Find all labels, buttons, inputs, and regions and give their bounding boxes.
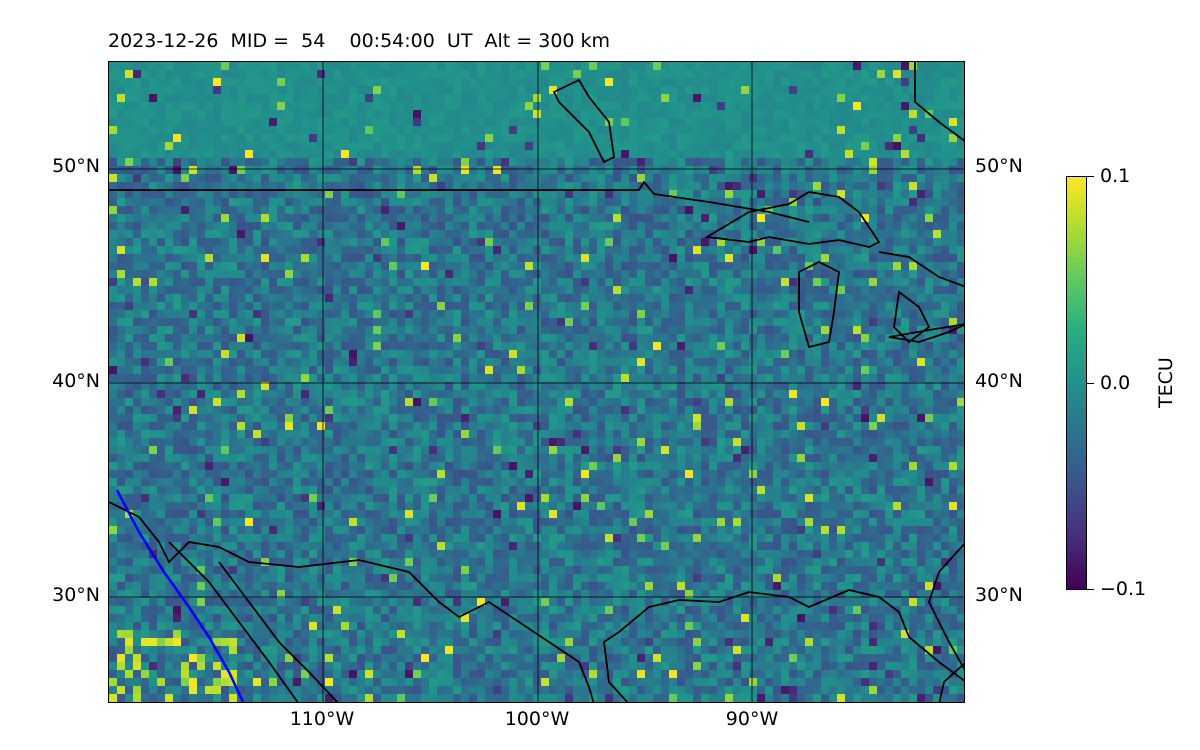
- lon-label-90w: 90°W: [725, 708, 779, 730]
- coastlines: [109, 62, 964, 702]
- colorbar-tick-mid: [1087, 383, 1094, 384]
- lat-label-left-50: 50°N: [52, 155, 100, 177]
- lon-label-100w: 100°W: [504, 708, 570, 730]
- colorbar-title: TECU: [1155, 357, 1177, 408]
- track-line: [115, 489, 245, 702]
- lon-label-110w: 110°W: [289, 708, 355, 730]
- tec-map: [108, 61, 965, 703]
- map-title: 2023-12-26 MID = 54 00:54:00 UT Alt = 30…: [108, 30, 611, 52]
- lat-label-right-40: 40°N: [975, 370, 1023, 392]
- tec-map-canvas: [109, 62, 964, 702]
- lat-label-left-40: 40°N: [52, 370, 100, 392]
- colorbar: [1066, 176, 1087, 590]
- colorbar-max-label: 0.1: [1100, 165, 1131, 187]
- lat-label-right-50: 50°N: [975, 155, 1023, 177]
- colorbar-tick-min: [1087, 589, 1094, 590]
- colorbar-tick-max: [1087, 176, 1094, 177]
- colorbar-min-label: −0.1: [1100, 578, 1147, 600]
- lat-label-right-30: 30°N: [975, 584, 1023, 606]
- colorbar-mid-label: 0.0: [1100, 372, 1131, 394]
- lat-label-left-30: 30°N: [52, 584, 100, 606]
- graticule: [109, 62, 964, 702]
- tec-grid-cells: [109, 62, 964, 702]
